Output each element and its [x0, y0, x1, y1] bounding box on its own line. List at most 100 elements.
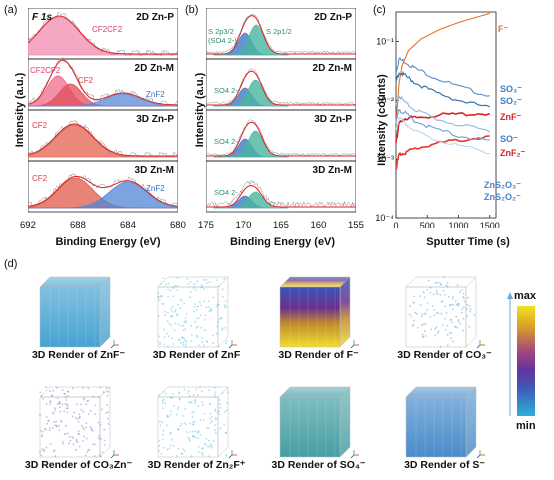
render-voxel — [94, 443, 96, 445]
panel-b-peak-label: SO4 2- — [214, 137, 238, 146]
render-voxel — [214, 408, 217, 411]
panel-a-xtick: 692 — [20, 220, 36, 231]
render-voxel — [162, 446, 165, 449]
render-voxel — [193, 310, 195, 313]
panel-c-ytick-label: 10⁻¹ — [376, 36, 394, 46]
render-voxel — [222, 295, 224, 298]
panel-a-xlabel: Binding Energy (eV) — [55, 236, 161, 248]
render-voxel — [166, 332, 168, 335]
render-voxel — [435, 292, 438, 294]
render-voxel — [182, 341, 185, 344]
render-cube — [157, 276, 237, 349]
render-voxel — [206, 341, 209, 343]
render-voxel — [203, 419, 205, 421]
render-title: 3D Render of ZnF⁻ — [31, 349, 126, 361]
render-voxel — [174, 309, 177, 312]
render-voxel — [56, 397, 59, 400]
render-cube — [157, 386, 237, 459]
render-voxel — [439, 293, 442, 296]
render-voxel — [202, 279, 205, 281]
render-voxel — [434, 282, 437, 284]
panel-b-fit — [206, 185, 356, 208]
render-voxel — [75, 448, 77, 451]
render-voxel — [170, 396, 172, 398]
render-voxel — [451, 297, 454, 300]
render-voxel — [459, 291, 462, 294]
render-voxel — [410, 315, 413, 318]
render-title: 3D Render of Zn₂F⁺ — [147, 459, 246, 471]
render-voxel — [98, 454, 101, 456]
render-voxel — [90, 427, 93, 430]
render-voxel — [107, 390, 109, 393]
render-cube-front — [157, 396, 219, 458]
render-voxel — [188, 395, 191, 397]
render-cube — [405, 276, 485, 349]
render-voxel — [196, 431, 199, 434]
render-voxel — [201, 454, 204, 457]
render-voxel — [417, 326, 419, 329]
render-voxel — [201, 341, 204, 344]
render-voxel — [104, 444, 106, 446]
render-voxel — [78, 417, 81, 419]
render-voxel — [196, 394, 199, 396]
render-voxel — [184, 339, 187, 342]
render-voxel — [207, 427, 210, 430]
render-voxel — [177, 323, 180, 326]
render-cube-front — [157, 286, 219, 348]
render-voxel — [215, 417, 217, 419]
render-voxel — [185, 340, 188, 343]
render-voxel — [204, 443, 207, 446]
render-voxel — [218, 399, 221, 401]
render-voxel — [57, 424, 60, 427]
render-voxel — [451, 340, 454, 343]
render-voxel — [424, 313, 427, 315]
render-voxel — [170, 337, 173, 339]
render-voxel — [45, 446, 48, 449]
colorbar-min: min — [516, 420, 536, 432]
panel-a-row-title: 3D Zn-P — [136, 114, 174, 125]
render-voxel — [103, 439, 106, 442]
render-voxel — [193, 303, 196, 305]
render-voxel — [201, 452, 204, 454]
render-voxel — [49, 390, 51, 392]
render-voxel — [194, 401, 196, 404]
panel-c-series — [395, 135, 490, 170]
render-voxel — [473, 314, 476, 316]
render-item: 3D Render of ZnF⁻ — [22, 265, 137, 370]
render-voxel — [175, 314, 178, 317]
render-voxel — [197, 437, 200, 440]
panel-a-xtick: 680 — [170, 220, 186, 231]
colorbar-arrow — [507, 292, 513, 416]
render-voxel — [212, 342, 214, 345]
panel-c-series — [395, 95, 491, 133]
render-voxel — [179, 424, 182, 427]
render-voxel — [199, 301, 201, 304]
render-voxel — [211, 420, 213, 423]
render-voxel — [173, 329, 176, 331]
render-voxel — [205, 437, 208, 440]
panel-c-xtick-label: 500 — [420, 221, 435, 228]
render-voxel — [77, 430, 80, 432]
render-voxel — [188, 439, 191, 442]
render-voxel — [49, 443, 52, 445]
render-voxel — [65, 407, 68, 410]
render-voxel — [58, 429, 61, 431]
render-voxel — [65, 424, 67, 427]
render-voxel — [99, 455, 102, 458]
render-voxel — [66, 411, 69, 414]
render-voxel — [159, 424, 162, 427]
render-voxel — [176, 289, 179, 291]
render-voxel — [200, 284, 203, 286]
render-voxel — [106, 395, 109, 397]
panel-a-row-title: 3D Zn-M — [135, 165, 174, 176]
render-voxel — [189, 290, 192, 293]
render-voxel — [433, 314, 436, 317]
render-voxel — [213, 393, 216, 396]
panel-b-raw — [206, 13, 356, 54]
render-voxel — [170, 410, 172, 413]
render-axis-z — [110, 454, 115, 459]
panel-c-series-label: SO₃⁻ — [500, 84, 522, 94]
panel-b-xtick: 170 — [235, 220, 252, 231]
render-voxel — [177, 406, 180, 409]
render-voxel — [205, 282, 208, 284]
